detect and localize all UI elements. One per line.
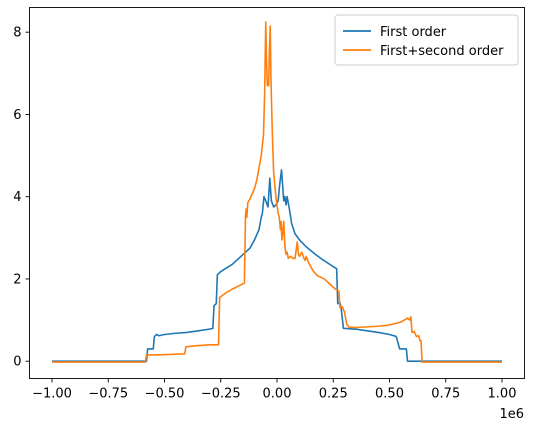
legend-box	[334, 14, 519, 66]
y-tick-label: 8	[13, 26, 21, 41]
legend: First order First+second order	[334, 14, 519, 66]
legend-label-first-second-order: First+second order	[380, 44, 504, 59]
y-tick-label: 6	[13, 108, 21, 123]
y-tick-label: 0	[13, 355, 21, 370]
x-tick-label: −1.00	[32, 387, 72, 402]
series-line-first-order	[52, 169, 502, 363]
series-layer	[52, 21, 502, 363]
x-tick-label: 0.00	[263, 387, 292, 402]
x-tick-label: 1.00	[488, 387, 517, 402]
x-axis: −1.00 −0.75 −0.50 −0.25 0.00 0.25 0.50 0.75 1.00	[32, 378, 517, 402]
x-tick-label: 0.75	[431, 387, 460, 402]
y-axis: 0 2 4 6 8	[13, 26, 30, 370]
y-tick-label: 4	[13, 190, 21, 205]
x-tick-label: −0.75	[88, 387, 128, 402]
legend-label-first-order: First order	[380, 25, 447, 40]
x-tick-label: 0.50	[375, 387, 404, 402]
x-offset-label: 1e6	[499, 407, 524, 422]
x-tick-label: −0.50	[145, 387, 185, 402]
x-tick-label: 0.25	[319, 387, 348, 402]
series-line-first-second-order	[52, 21, 502, 363]
x-tick-label: −0.25	[201, 387, 241, 402]
y-tick-label: 2	[13, 272, 21, 287]
